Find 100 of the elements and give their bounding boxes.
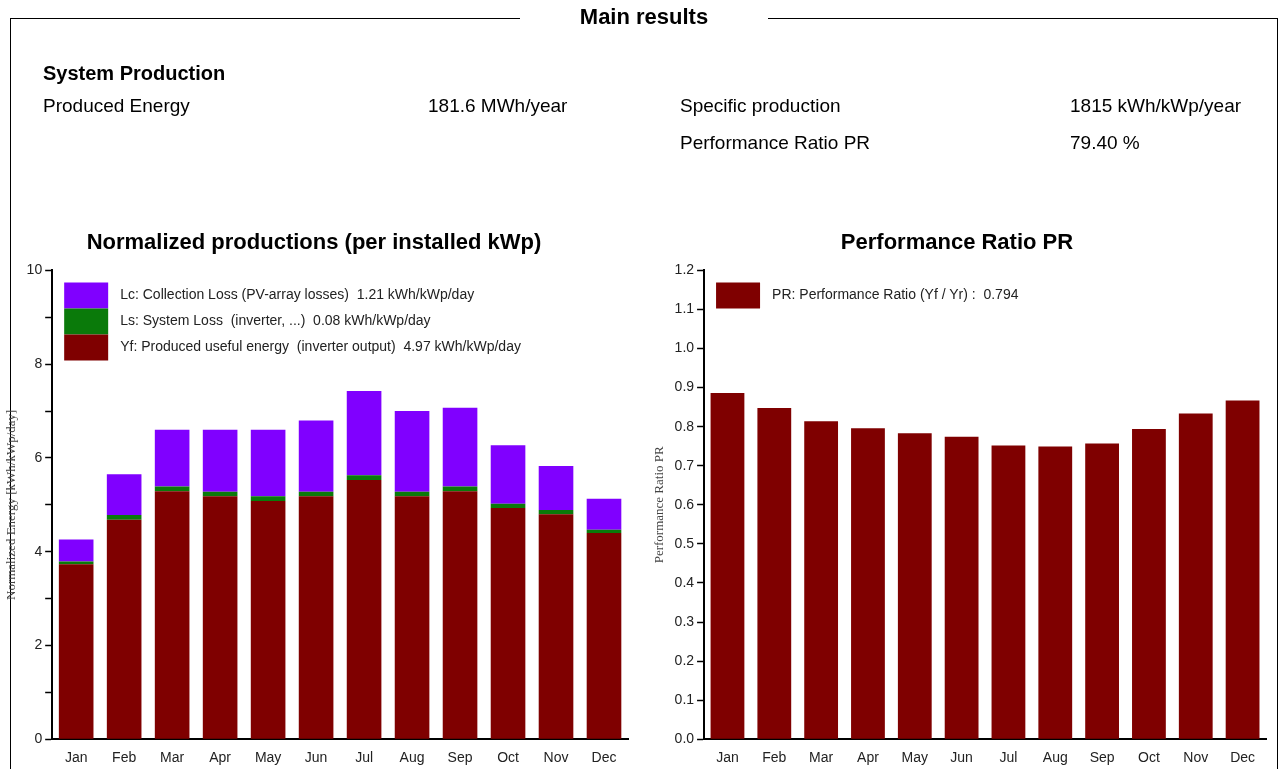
bar (586, 498, 622, 530)
bar (442, 491, 478, 739)
bar (586, 532, 622, 739)
bar (202, 429, 238, 492)
y-tick-label: 0.1 (674, 690, 695, 707)
bar (154, 491, 190, 739)
bar (851, 428, 885, 739)
text: Specific production (680, 95, 841, 117)
bar (346, 390, 382, 476)
legend-label: PR: Performance Ratio (Yf / Yr) : 0.794 (772, 286, 1019, 303)
bar (250, 429, 286, 497)
x-tick-label: Dec (1230, 749, 1256, 766)
y-tick-label: 1.0 (674, 339, 695, 356)
x-tick-label: Mar (809, 749, 834, 766)
y-axis-title: Normalized Energy [kWh/kWp/day] (3, 409, 19, 600)
x-tick-label: Oct (1138, 749, 1160, 766)
bar (442, 407, 478, 487)
bar (58, 539, 94, 562)
x-tick-label: May (254, 749, 282, 766)
bar (897, 433, 932, 739)
y-tick-label: 0.5 (674, 534, 695, 551)
text: Performance Ratio PR (680, 132, 871, 154)
y-tick-label: 1.2 (674, 261, 695, 278)
x-tick-label: Nov (1183, 749, 1209, 766)
y-tick-label: 0.8 (674, 417, 695, 434)
bar (298, 420, 334, 492)
bar (991, 445, 1026, 739)
text: 79.40 % (1070, 132, 1140, 154)
bar (106, 474, 142, 516)
y-tick-label: 10 (26, 261, 43, 278)
bar (490, 445, 526, 504)
y-tick-label: 0.2 (674, 651, 695, 668)
bar (1225, 400, 1260, 739)
x-tick-label: Sep (447, 749, 473, 766)
text: System Production (43, 62, 226, 85)
bar (1132, 429, 1166, 739)
legend-label: Lc: Collection Loss (PV-array losses) 1.21 kWh/kWp/day (120, 286, 475, 303)
y-tick-label: 6 (34, 448, 43, 465)
x-tick-label: Sep (1089, 749, 1115, 766)
bar (346, 475, 382, 480)
y-tick-label: 0.0 (674, 730, 695, 747)
x-tick-label: Jan (716, 749, 739, 766)
x-tick-label: Nov (543, 749, 569, 766)
bar (490, 508, 526, 739)
y-axis-title: Performance Ratio PR (651, 445, 667, 564)
bar (538, 509, 574, 515)
text: 181.6 MWh/year (428, 95, 568, 117)
x-tick-label: Oct (497, 749, 520, 766)
text: 1815 kWh/kWp/year (1070, 95, 1242, 117)
x-tick-label: Mar (160, 749, 185, 766)
bar (106, 519, 142, 739)
x-tick-label: Jun (950, 749, 973, 766)
bar (1038, 446, 1073, 739)
chart-title: Performance Ratio PR (840, 229, 1074, 255)
x-tick-label: Dec (591, 749, 617, 766)
x-tick-label: Jun (304, 749, 328, 766)
y-tick-label: 0.6 (674, 495, 695, 512)
text: Main results (519, 4, 769, 29)
bar (1085, 443, 1119, 739)
text: Produced Energy (43, 95, 190, 117)
bar (538, 514, 574, 739)
y-tick-label: 0.7 (674, 456, 695, 473)
bar (202, 496, 238, 739)
bar (250, 501, 286, 739)
bar (944, 436, 979, 739)
legend-label: Yf: Produced useful energy (inverter output) 4.97 kWh/kWp/day (120, 338, 521, 355)
x-tick-label: Jul (355, 749, 374, 766)
x-tick-label: Jan (64, 749, 88, 766)
bar (346, 479, 382, 739)
y-tick-label: 2 (34, 636, 43, 653)
chart-title: Normalized productions (per installed kWp) (86, 229, 542, 255)
y-tick-label: 1.1 (674, 300, 695, 317)
y-tick-label: 8 (34, 355, 43, 372)
x-tick-label: Apr (857, 749, 880, 766)
y-tick-label: 0.4 (674, 573, 695, 590)
bar (490, 503, 526, 509)
bar (298, 496, 334, 739)
bar (106, 515, 142, 520)
x-tick-label: May (901, 749, 929, 766)
y-tick-label: 4 (34, 542, 43, 559)
x-tick-label: Aug (1042, 749, 1068, 766)
bar (710, 393, 745, 739)
bar (538, 465, 574, 510)
bar (757, 407, 792, 739)
legend-label: Ls: System Loss (inverter, ...) 0.08 kWh/kWp/day (120, 312, 431, 329)
x-tick-label: Feb (762, 749, 787, 766)
bar (804, 421, 839, 739)
y-tick-label: 0 (34, 730, 43, 747)
y-tick-label: 0.9 (674, 378, 695, 395)
x-tick-label: Jul (999, 749, 1018, 766)
x-tick-label: Aug (399, 749, 425, 766)
bar (250, 496, 286, 502)
bar (394, 496, 430, 739)
bar (394, 411, 430, 492)
x-tick-label: Apr (209, 749, 232, 766)
x-tick-label: Feb (112, 749, 137, 766)
bar (58, 564, 94, 739)
y-tick-label: 0.3 (674, 612, 695, 629)
bar (1178, 413, 1213, 739)
bar (154, 429, 190, 487)
